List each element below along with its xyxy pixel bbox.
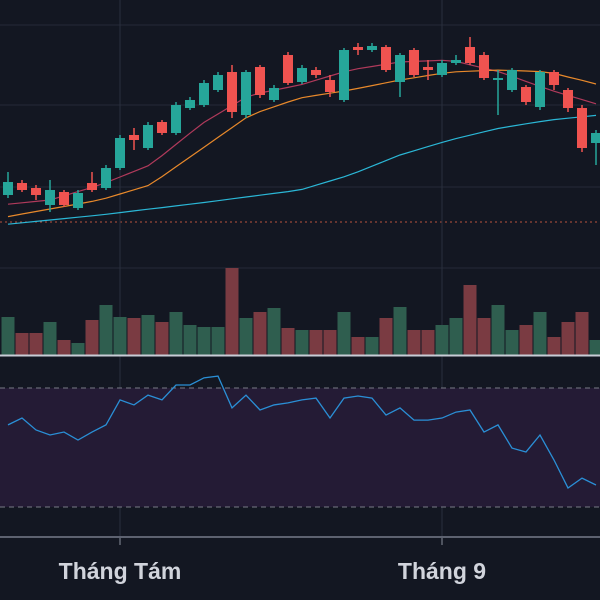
- candle-body: [535, 72, 545, 107]
- candle-body: [171, 105, 181, 133]
- candle-body: [227, 72, 237, 112]
- x-tick-label: Tháng Tám: [59, 558, 182, 584]
- candle-body: [45, 190, 55, 205]
- volume-bar: [337, 312, 351, 355]
- volume-bar: [533, 312, 547, 355]
- volume-bar: [197, 327, 211, 355]
- volume-bar: [15, 333, 29, 355]
- volume-bar: [435, 325, 449, 355]
- volume-bar: [407, 330, 421, 355]
- candle-body: [31, 188, 41, 195]
- candle-body: [87, 183, 97, 190]
- volume-bar: [71, 343, 85, 355]
- candle-body: [213, 75, 223, 90]
- volume-bar: [463, 285, 477, 355]
- volume-bar: [421, 330, 435, 355]
- volume-bar: [491, 305, 505, 355]
- candle-body: [409, 50, 419, 75]
- volume-bar: [85, 320, 99, 355]
- moving-average: [7, 114, 597, 225]
- candle-body: [521, 87, 531, 102]
- candle-body: [437, 63, 447, 75]
- volume-bar: [57, 340, 71, 355]
- candle-body: [59, 192, 69, 205]
- candle-body: [297, 68, 307, 82]
- grid: [0, 24, 600, 269]
- volume-bar: [169, 312, 183, 355]
- volume-bar: [323, 330, 337, 355]
- volume-bar: [589, 340, 600, 355]
- volume-bar: [561, 322, 575, 355]
- candle-body: [269, 88, 279, 100]
- volume-bar: [351, 337, 365, 355]
- candle-body: [311, 70, 321, 75]
- volume-bar: [393, 307, 407, 355]
- candle-body: [73, 193, 83, 208]
- candle-body: [507, 70, 517, 90]
- candle-body: [101, 168, 111, 188]
- volume-bar: [267, 308, 281, 355]
- volume-bar: [309, 330, 323, 355]
- candle-body: [241, 72, 251, 115]
- volume-bar: [365, 337, 379, 355]
- candle-body: [549, 72, 559, 85]
- candle-body: [577, 108, 587, 148]
- candle-body: [451, 60, 461, 63]
- candle-body: [283, 55, 293, 83]
- volume-bar: [155, 322, 169, 355]
- candle-body: [381, 47, 391, 70]
- volume-bar: [43, 322, 57, 355]
- candle-body: [591, 133, 600, 143]
- volume-bar: [477, 318, 491, 355]
- candle-body: [479, 55, 489, 78]
- volume-bar: [141, 315, 155, 355]
- candle-body: [115, 138, 125, 168]
- x-tick-label: Tháng 9: [398, 558, 486, 584]
- volume-bar: [295, 330, 309, 355]
- volume-bar: [449, 318, 463, 355]
- candle-body: [255, 67, 265, 95]
- volume-bar: [519, 325, 533, 355]
- candle-body: [325, 80, 335, 92]
- candle-body: [353, 47, 363, 50]
- panes: [0, 0, 600, 545]
- volume-bar: [127, 318, 141, 355]
- volume-bar: [183, 325, 197, 355]
- volume-bar: [1, 317, 15, 355]
- rsi-line: [7, 375, 597, 489]
- candle-body: [17, 183, 27, 190]
- candle-body: [395, 55, 405, 82]
- candle-body: [367, 46, 377, 50]
- volume-bar: [281, 328, 295, 355]
- volume-bar: [239, 318, 253, 355]
- candle-body: [493, 78, 503, 80]
- volume-bar: [253, 312, 267, 355]
- volume-bar: [505, 330, 519, 355]
- volume-bar: [113, 317, 127, 355]
- candle-body: [157, 122, 167, 133]
- candle-body: [129, 135, 139, 140]
- volume-bar: [225, 268, 239, 355]
- candle-body: [3, 182, 13, 195]
- candle-body: [199, 83, 209, 105]
- candle-body: [563, 90, 573, 108]
- volume-bar: [379, 318, 393, 355]
- candle-body: [339, 50, 349, 100]
- candle-body: [423, 67, 433, 70]
- volume-bar: [547, 337, 561, 355]
- volume-bar: [29, 333, 43, 355]
- volume-bar: [211, 327, 225, 355]
- candle-body: [465, 47, 475, 63]
- rsi-band: [0, 387, 600, 508]
- candle-body: [143, 125, 153, 148]
- volume-bar: [99, 305, 113, 355]
- candle-body: [185, 100, 195, 108]
- volume-bar: [575, 312, 589, 355]
